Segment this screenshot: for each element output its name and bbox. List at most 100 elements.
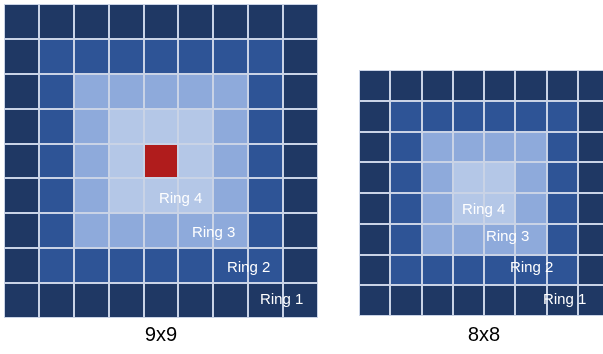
ring-2-cell <box>422 255 452 285</box>
ring-2-cell <box>391 132 421 162</box>
ring-3-cell <box>74 214 108 248</box>
ring-1-cell <box>5 5 38 38</box>
ring-3-cell <box>144 214 178 248</box>
ring-1-cell <box>360 194 390 223</box>
ring-1-cell <box>144 284 178 317</box>
ring-4-cell <box>109 144 143 178</box>
ring-1-cell <box>453 71 483 100</box>
ring-4-cell <box>485 194 515 223</box>
ring-4-label-8x8: Ring 4 <box>462 201 506 218</box>
ring-4-label-9x9: Ring 4 <box>159 190 203 207</box>
ring-1-cell <box>284 39 317 73</box>
ring-3-cell <box>109 74 143 108</box>
ring-2-cell <box>249 109 283 143</box>
ring-3-cell <box>485 224 515 254</box>
ring-1-cell <box>284 144 317 178</box>
ring-2-cell <box>74 249 108 283</box>
center-cell <box>144 144 178 178</box>
ring-2-cell <box>109 249 143 283</box>
ring-3-cell <box>74 74 108 108</box>
ring-3-cell <box>74 144 108 178</box>
ring-1-cell <box>284 214 317 248</box>
ring-3-cell <box>485 132 515 162</box>
ring-1-cell <box>144 5 178 38</box>
ring-2-cell <box>391 255 421 285</box>
ring-1-cell <box>485 71 515 100</box>
ring-2-cell <box>485 255 515 285</box>
ring-1-cell <box>284 74 317 108</box>
ring-2-cell <box>249 74 283 108</box>
ring-2-cell <box>453 101 483 131</box>
ring-3-cell <box>179 214 213 248</box>
ring-1-cell <box>179 5 213 38</box>
ring-3-cell <box>453 224 483 254</box>
ring-2-label-8x8: Ring 2 <box>510 259 554 276</box>
ring-2-cell <box>453 255 483 285</box>
ring-1-cell <box>5 179 38 213</box>
ring-4-cell <box>453 163 483 192</box>
ring-4-cell <box>179 109 213 143</box>
ring-1-cell <box>516 286 546 315</box>
ring-1-cell <box>5 144 38 178</box>
ring-4-cell <box>109 109 143 143</box>
ring-2-cell <box>485 101 515 131</box>
ring-1-cell <box>360 286 390 315</box>
ring-2-cell <box>109 39 143 73</box>
ring-2-cell <box>39 109 73 143</box>
ring-1-label-9x9: Ring 1 <box>260 291 304 308</box>
ring-1-cell <box>74 284 108 317</box>
ring-1-cell <box>214 284 248 317</box>
ring-1-cell <box>284 249 317 283</box>
ring-4-cell <box>144 179 178 213</box>
ring-2-cell <box>39 214 73 248</box>
ring-1-cell <box>214 5 248 38</box>
ring-1-cell <box>578 132 603 162</box>
ring-4-cell <box>453 194 483 223</box>
ring-2-cell <box>214 39 248 73</box>
ring-3-cell <box>109 214 143 248</box>
grid-9x9 <box>4 4 318 318</box>
ring-1-cell <box>360 163 390 192</box>
ring-1-cell <box>422 286 452 315</box>
ring-3-cell <box>453 132 483 162</box>
ring-2-cell <box>547 194 577 223</box>
ring-3-cell <box>422 132 452 162</box>
ring-2-cell <box>144 39 178 73</box>
ring-1-cell <box>578 194 603 223</box>
ring-1-cell <box>5 249 38 283</box>
ring-1-cell <box>284 179 317 213</box>
ring-2-cell <box>39 74 73 108</box>
ring-2-cell <box>422 101 452 131</box>
ring-1-cell <box>5 74 38 108</box>
ring-1-cell <box>284 109 317 143</box>
ring-2-cell <box>547 255 577 285</box>
ring-1-cell <box>5 109 38 143</box>
ring-2-cell <box>547 132 577 162</box>
ring-1-cell <box>5 39 38 73</box>
ring-1-cell <box>109 5 143 38</box>
ring-3-cell <box>214 144 248 178</box>
ring-2-cell <box>391 194 421 223</box>
ring-3-cell <box>422 163 452 192</box>
ring-3-cell <box>516 224 546 254</box>
ring-2-cell <box>39 179 73 213</box>
ring-2-cell <box>74 39 108 73</box>
ring-2-cell <box>39 249 73 283</box>
ring-2-cell <box>516 255 546 285</box>
ring-3-label-8x8: Ring 3 <box>486 228 530 245</box>
ring-2-cell <box>547 101 577 131</box>
ring-1-cell <box>453 286 483 315</box>
ring-1-cell <box>284 284 317 317</box>
ring-2-cell <box>249 214 283 248</box>
ring-2-cell <box>39 144 73 178</box>
ring-2-cell <box>249 39 283 73</box>
ring-1-cell <box>249 284 283 317</box>
ring-2-cell <box>547 163 577 192</box>
ring-2-cell <box>214 249 248 283</box>
caption-9x9: 9x9 <box>144 324 178 346</box>
ring-3-cell <box>179 74 213 108</box>
ring-4-cell <box>109 179 143 213</box>
ring-1-cell <box>109 284 143 317</box>
ring-3-cell <box>74 109 108 143</box>
ring-4-cell <box>144 109 178 143</box>
